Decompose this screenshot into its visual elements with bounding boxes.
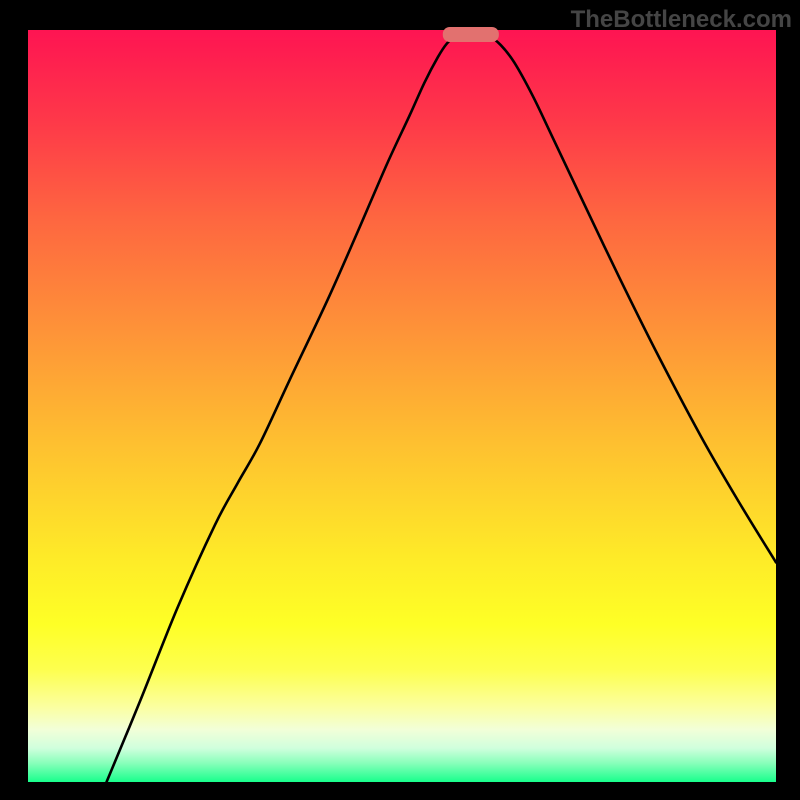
bottleneck-chart: TheBottleneck.com bbox=[0, 0, 800, 800]
plot-area bbox=[28, 30, 776, 782]
optimal-marker bbox=[443, 27, 499, 42]
chart-canvas bbox=[0, 0, 800, 800]
attribution-text: TheBottleneck.com bbox=[571, 6, 792, 34]
